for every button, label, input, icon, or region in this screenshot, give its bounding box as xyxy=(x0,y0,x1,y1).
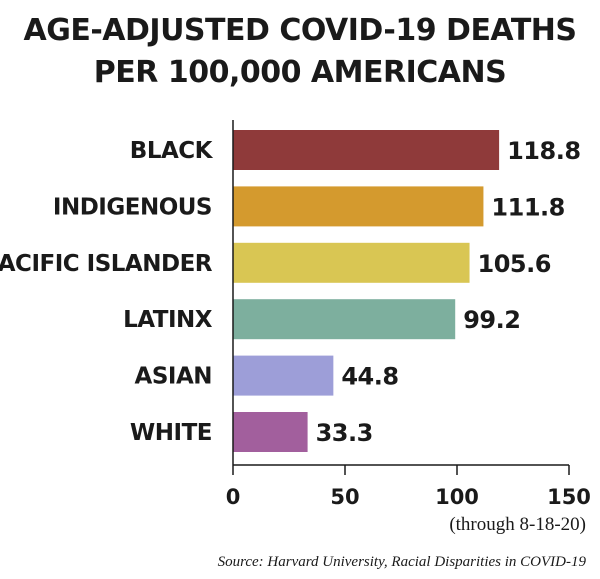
value-label-white: 33.3 xyxy=(316,419,373,447)
value-label-latinx: 99.2 xyxy=(463,306,520,334)
bars-layer: BLACK 118.8 INDIGENOUS 111.8 PACIFIC ISLANDE… xyxy=(0,130,581,452)
chart-title-line-1: AGE-ADJUSTED COVID-19 DEATHS xyxy=(24,13,577,48)
value-label-pacific-islander: 105.6 xyxy=(478,250,551,278)
source-note: Source: Harvard University, Racial Dispa… xyxy=(218,554,587,570)
value-label-black: 118.8 xyxy=(507,137,580,165)
date-note: (through 8-18-20) xyxy=(449,514,586,535)
value-label-asian: 44.8 xyxy=(341,363,398,391)
category-label-latinx: LATINX xyxy=(123,307,213,333)
bar-asian xyxy=(233,355,334,396)
category-label-black: BLACK xyxy=(130,138,214,164)
category-label-white: WHITE xyxy=(130,420,212,446)
x-tick-label-0: 0 xyxy=(226,485,241,509)
x-axis: 0 50 100 150 xyxy=(226,120,591,509)
x-tick-label-50: 50 xyxy=(330,485,359,509)
x-tick-label-100: 100 xyxy=(435,485,479,509)
bar-white xyxy=(233,412,308,452)
bar-pacific-islander xyxy=(233,242,470,283)
bar-black xyxy=(233,130,500,170)
x-tick-label-150: 150 xyxy=(547,485,591,509)
category-label-indigenous: INDIGENOUS xyxy=(53,194,212,220)
category-label-pacific-islander: PACIFIC ISLANDER xyxy=(0,251,213,277)
value-label-indigenous: 111.8 xyxy=(491,193,564,221)
bar-latinx xyxy=(233,299,456,340)
chart-title-line-2: PER 100,000 AMERICANS xyxy=(94,55,506,90)
bar-indigenous xyxy=(233,186,484,227)
category-label-asian: ASIAN xyxy=(135,364,212,390)
